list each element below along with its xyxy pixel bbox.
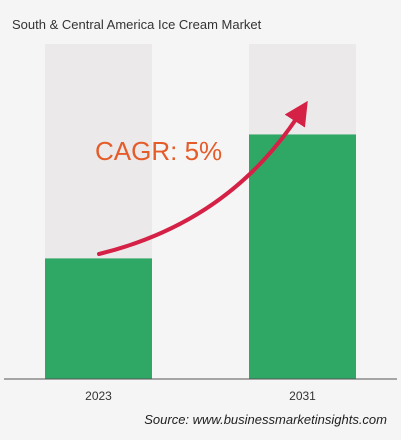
x-tick-label-2023: 2023 <box>85 389 112 403</box>
cagr-arrow <box>97 100 308 256</box>
chart-title: South & Central America Ice Cream Market <box>12 17 262 32</box>
x-tick-label-2031: 2031 <box>289 389 316 403</box>
bar-2031 <box>249 134 356 379</box>
cagr-annotation: CAGR: 5% <box>95 136 222 166</box>
bar-2023 <box>45 258 152 379</box>
source-note: Source: www.businessmarketinsights.com <box>144 412 387 427</box>
